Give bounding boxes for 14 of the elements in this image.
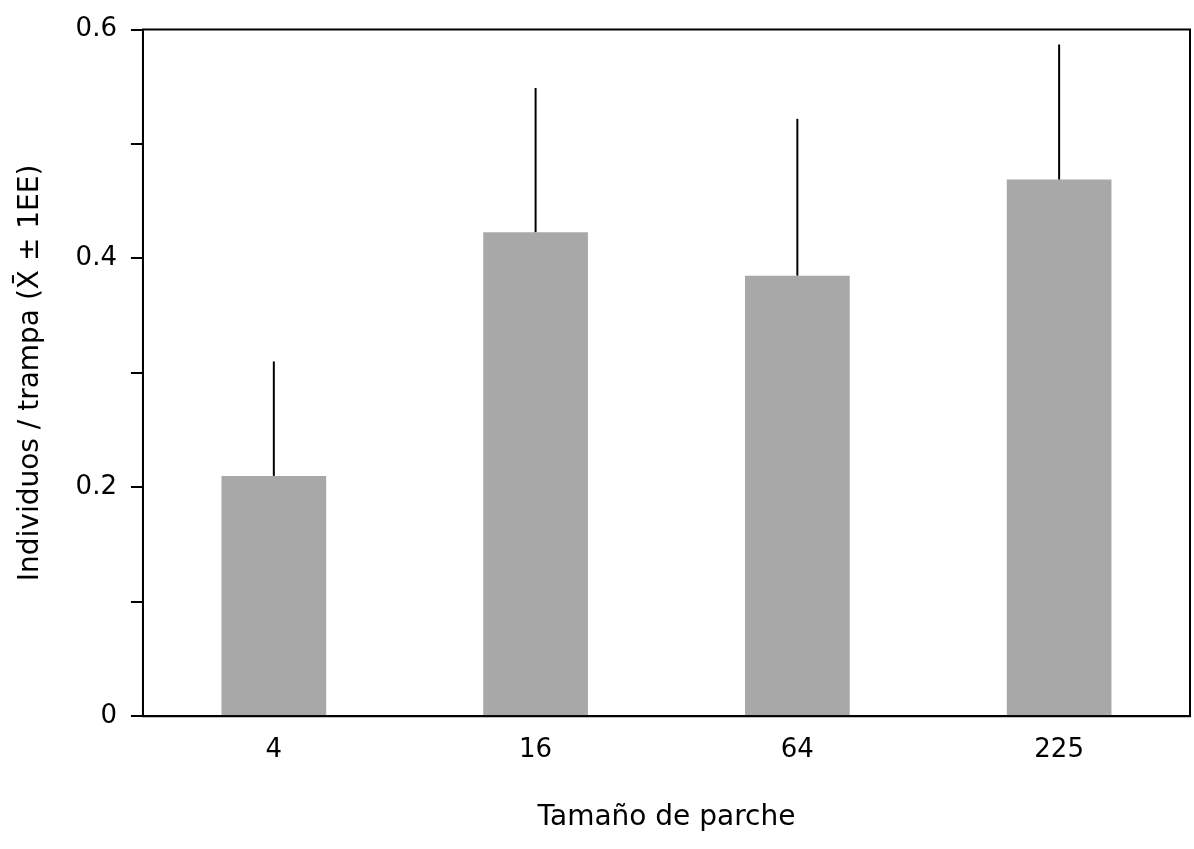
x-tick-label: 64 bbox=[780, 732, 814, 763]
x-axis-title: Tamaño de parche bbox=[536, 799, 796, 833]
bar bbox=[483, 232, 588, 716]
x-tick-label: 4 bbox=[265, 732, 283, 763]
bar bbox=[1006, 179, 1112, 716]
y-tick-label: 0.2 bbox=[75, 470, 117, 501]
x-tick-label: 225 bbox=[1034, 732, 1084, 763]
y-axis-title: Individuos / trampa (X̄ ± 1EE) bbox=[10, 164, 46, 582]
bar bbox=[221, 475, 327, 716]
y-tick-label: 0.6 bbox=[75, 12, 117, 43]
y-tick-label: 0 bbox=[100, 698, 117, 729]
y-tick-label: 0.4 bbox=[75, 241, 117, 272]
bar bbox=[745, 275, 850, 716]
x-tick-label: 16 bbox=[519, 732, 553, 763]
